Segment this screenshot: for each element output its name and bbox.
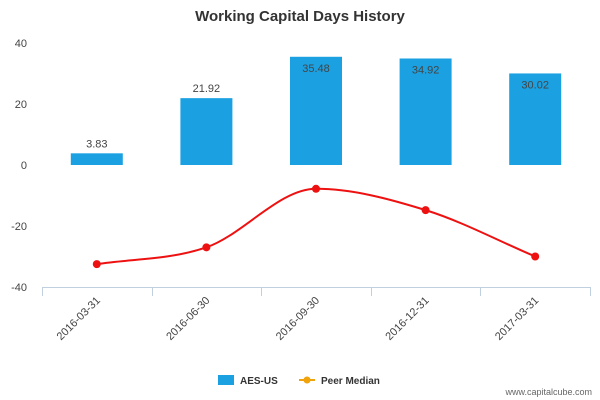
y-tick-label: 0: [21, 160, 27, 172]
bar-data-label: 30.02: [521, 79, 549, 91]
x-axis: 2016-03-31 2016-06-30 2016-09-30 2016-12-31…: [42, 287, 591, 343]
legend-label-aes: AES-US: [240, 376, 278, 387]
bar[interactable]: [70, 153, 123, 165]
peer-median-point[interactable]: [312, 184, 320, 193]
watermark: www.capitalcube.com: [504, 387, 592, 397]
peer-median-point[interactable]: [92, 260, 101, 269]
y-tick-label: 40: [15, 38, 27, 50]
y-tick-label: -40: [11, 282, 27, 294]
bar-data-label: 35.48: [302, 63, 330, 75]
bar[interactable]: [509, 73, 562, 165]
bar[interactable]: [290, 56, 342, 166]
y-axis: 40 20 0 -20 -40: [11, 38, 27, 294]
x-tick-label: 2016-03-31: [55, 295, 103, 343]
bar-data-labels: 3.83 21.92 35.48 34.92 30.02: [86, 63, 549, 151]
chart-title: Working Capital Days History: [195, 8, 405, 25]
peer-median-point[interactable]: [421, 206, 430, 215]
peer-median-point[interactable]: [202, 243, 211, 252]
bar-data-label: 34.92: [412, 64, 440, 76]
x-tick-label: 2017-03-31: [493, 295, 541, 343]
peer-median-line: [96, 187, 536, 266]
legend-item-peer-median[interactable]: Peer Median: [299, 376, 380, 387]
bar[interactable]: [399, 58, 452, 165]
bar-data-label: 21.92: [193, 83, 221, 95]
y-tick-label: -20: [11, 221, 27, 233]
x-tick-label: 2016-09-30: [274, 295, 322, 343]
legend-item-aes[interactable]: AES-US: [218, 375, 278, 387]
bar-series: [70, 56, 562, 166]
bar-data-label: 3.83: [86, 138, 107, 150]
legend-dot-swatch: [303, 376, 311, 384]
legend-label-peer-median: Peer Median: [321, 376, 380, 387]
peer-median-point[interactable]: [531, 252, 540, 261]
x-tick-label: 2016-06-30: [164, 295, 212, 343]
bar[interactable]: [180, 98, 233, 165]
legend-bar-swatch: [218, 375, 234, 385]
y-tick-label: 20: [15, 99, 27, 111]
legend[interactable]: AES-US Peer Median: [218, 375, 380, 387]
peer-median-series: [92, 184, 540, 269]
x-tick-label: 2016-12-31: [383, 295, 431, 343]
